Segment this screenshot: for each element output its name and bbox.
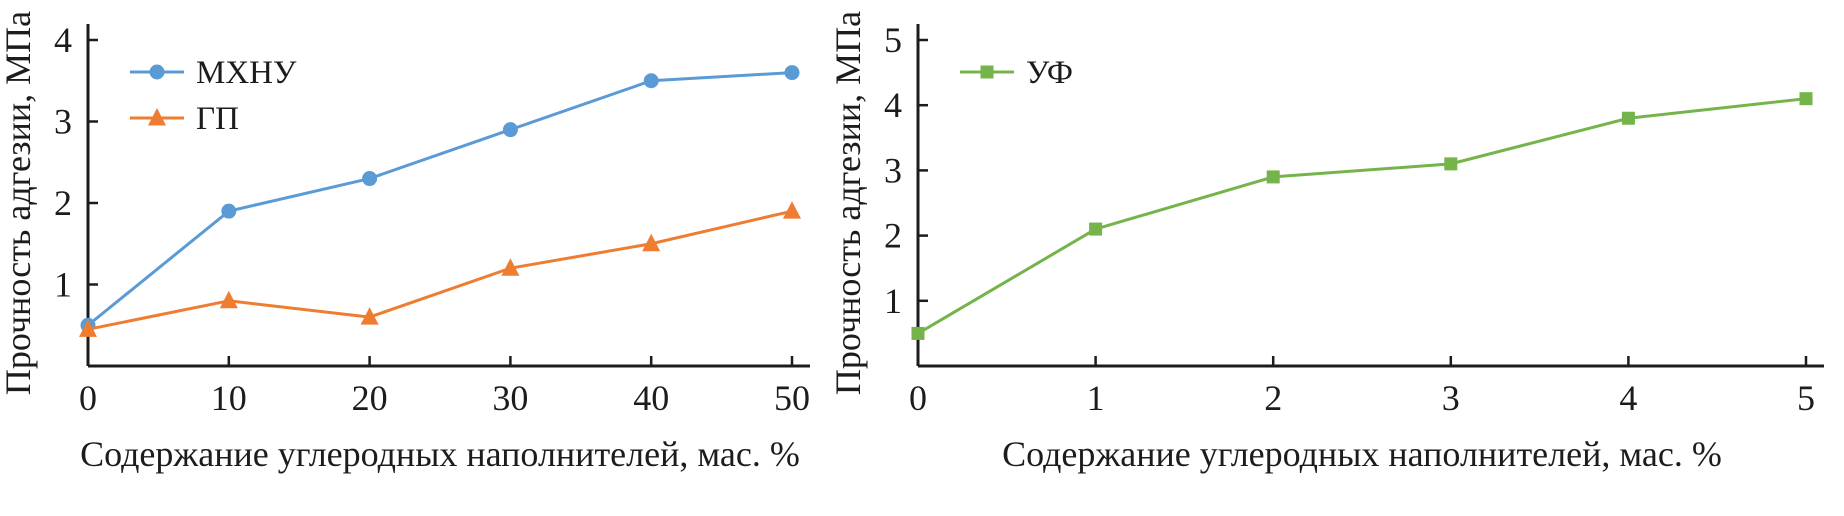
- marker-circle: [221, 203, 237, 219]
- y-tick-label: 4: [884, 85, 902, 125]
- y-axis-title: Прочность адгезии, МПа: [830, 11, 868, 395]
- chart-right-svg: 0 1 2 3 4 5 1 2 3 4 5 УФ Содержание углеродных напол…: [830, 11, 1824, 474]
- marker-circle: [362, 171, 378, 187]
- series-line: [86, 209, 794, 331]
- x-tick-label: 0: [79, 378, 97, 418]
- marker-circle: [643, 73, 659, 89]
- marker-triangle: [501, 258, 520, 276]
- x-tick-label: 1: [1087, 378, 1105, 418]
- y-tick-label: 1: [884, 281, 902, 321]
- x-tick-label: 50: [774, 378, 810, 418]
- marker-circle: [784, 65, 800, 81]
- series-line: [86, 71, 794, 327]
- marker-square: [1444, 157, 1458, 171]
- marker-triangle: [642, 233, 661, 252]
- series-line: [916, 97, 1808, 335]
- marker-square: [1621, 111, 1635, 125]
- marker-triangle: [783, 201, 801, 219]
- x-tick-label: 3: [1442, 378, 1460, 418]
- x-axis-title: Содержание углеродных наполнителей, мас.…: [1002, 434, 1722, 474]
- y-tick-label: 3: [54, 102, 72, 142]
- marker-square: [911, 326, 925, 340]
- x-axis-title: Содержание углеродных наполнителей, мас.…: [80, 434, 800, 474]
- x-tick-label: 4: [1619, 378, 1637, 418]
- y-tick-label: 5: [884, 20, 902, 60]
- legend-label: ГП: [196, 101, 239, 137]
- y-tick-label: 3: [884, 150, 902, 190]
- marker-square: [980, 65, 994, 79]
- marker-triangle: [79, 319, 97, 337]
- marker-triangle: [148, 108, 166, 126]
- x-tick-label: 30: [492, 378, 528, 418]
- x-tick-label: 40: [633, 378, 669, 418]
- marker-circle: [149, 64, 165, 80]
- y-axis-title: Прочность адгезии, МПа: [0, 11, 38, 395]
- marker-square: [1089, 222, 1103, 236]
- x-tick-label: 20: [352, 378, 388, 418]
- marker-triangle: [219, 290, 238, 309]
- y-tick-label: 2: [884, 216, 902, 256]
- chart-right-uf: 0 1 2 3 4 5 1 2 3 4 5 УФ Содержание углеродных напол…: [830, 0, 1844, 516]
- x-tick-label: 5: [1797, 378, 1815, 418]
- x-tick-label: 2: [1264, 378, 1282, 418]
- marker-circle: [502, 122, 518, 138]
- y-tick-label: 2: [54, 183, 72, 223]
- y-tick-label: 4: [54, 20, 72, 60]
- legend-label: МХНУ: [196, 55, 297, 91]
- legend-label: УФ: [1026, 55, 1073, 91]
- marker-square: [1266, 170, 1280, 184]
- marker-square: [1799, 92, 1813, 106]
- chart-left-svg: 0 10 20 30 40 50 1 2 3 4 МХНУ ГП Содержание углеродн…: [0, 11, 810, 474]
- marker-triangle: [360, 307, 379, 325]
- chart-left-mxnu-gp: 0 10 20 30 40 50 1 2 3 4 МХНУ ГП Содержание углеродн…: [0, 0, 830, 516]
- x-tick-label: 10: [211, 378, 247, 418]
- x-tick-label: 0: [909, 378, 927, 418]
- y-tick-label: 1: [54, 265, 72, 305]
